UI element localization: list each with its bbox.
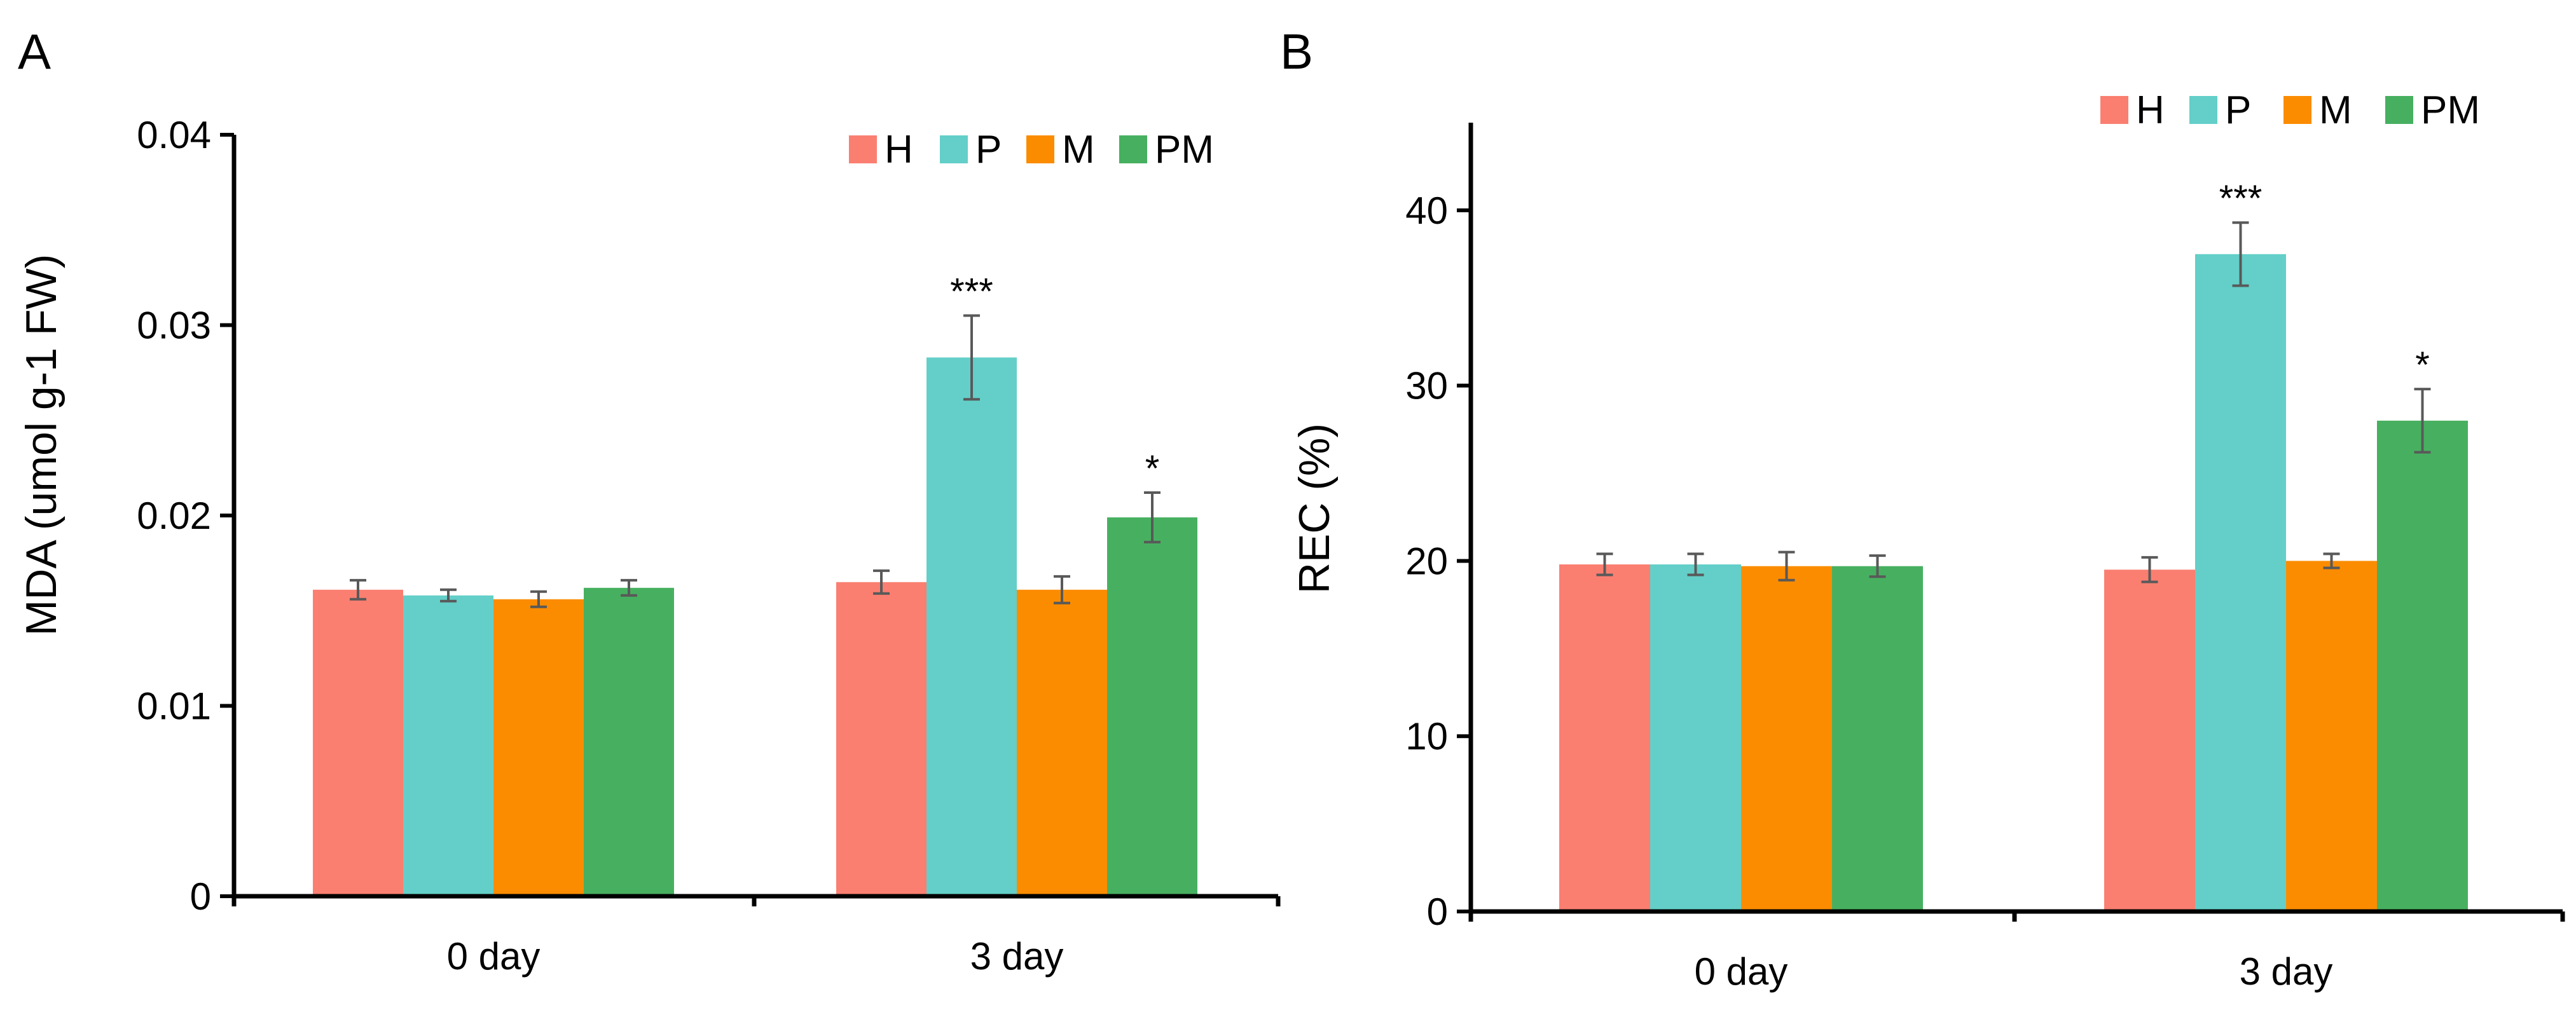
y-tick-label-b-0: 0 [1427,891,1448,933]
legend-swatch-b-m [2283,96,2311,124]
bar-a-pm-3day [1107,517,1197,896]
legend-label-b-m: M [2319,88,2352,132]
bar-a-h-3day [836,582,926,896]
significance-b-p: *** [2219,178,2263,219]
legend-label-a-m: M [1062,128,1095,172]
bar-b-pm-0day [1832,566,1923,911]
bar-b-h-3day [2104,570,2195,911]
legend-label-b-h: H [2136,88,2165,132]
bar-a-m-3day [1017,590,1107,896]
x-category-label-b-1: 3 day [2240,950,2333,993]
legend-label-b-pm: PM [2421,88,2480,132]
legend-label-a-p: P [975,128,1002,172]
bar-b-p-3day [2195,254,2286,911]
significance-a-pm: * [1145,448,1160,489]
y-tick-label-a-1: 0.01 [137,685,211,728]
y-tick-label-b-3: 30 [1405,365,1448,407]
y-axis-label-a: MDA (umol g-1 FW) [17,254,65,636]
bar-a-pm-0day [584,588,674,896]
legend-swatch-a-h [849,135,877,163]
bar-a-p-3day [926,357,1017,896]
legend-swatch-b-h [2100,96,2128,124]
legend-swatch-b-pm [2385,96,2413,124]
significance-b-pm: * [2415,345,2430,386]
x-category-label-a-0: 0 day [447,935,541,978]
y-tick-label-a-3: 0.03 [137,304,211,347]
y-tick-label-b-2: 20 [1405,540,1448,582]
legend-label-a-pm: PM [1155,128,1214,172]
y-tick-label-b-1: 10 [1405,715,1448,758]
legend-label-a-h: H [885,128,913,172]
x-category-label-a-1: 3 day [970,935,1064,978]
bar-b-pm-3day [2377,421,2468,911]
legend-swatch-b-p [2189,96,2217,124]
bar-a-m-0day [493,599,584,896]
bar-b-m-3day [2286,561,2377,911]
bar-b-h-0day [1559,564,1650,911]
x-category-label-b-0: 0 day [1695,950,1788,993]
bar-b-m-0day [1741,566,1832,911]
legend-swatch-a-p [940,135,968,163]
y-tick-label-a-0: 0 [190,875,211,918]
bar-a-p-0day [403,596,493,896]
y-tick-label-b-4: 40 [1405,189,1448,232]
legend-label-b-p: P [2225,88,2251,132]
figure-canvas: ****00.010.020.030.040 day 3 dayMDA (umol… [0,0,2576,1010]
y-tick-label-a-2: 0.02 [137,495,211,537]
y-axis-label-b: REC (%) [1290,423,1339,594]
bar-b-p-0day [1650,564,1741,911]
legend-swatch-a-pm [1119,135,1147,163]
legend-swatch-a-m [1026,135,1054,163]
y-tick-label-a-4: 0.04 [137,114,211,156]
bar-a-h-0day [313,590,403,896]
significance-a-p: *** [950,271,993,313]
